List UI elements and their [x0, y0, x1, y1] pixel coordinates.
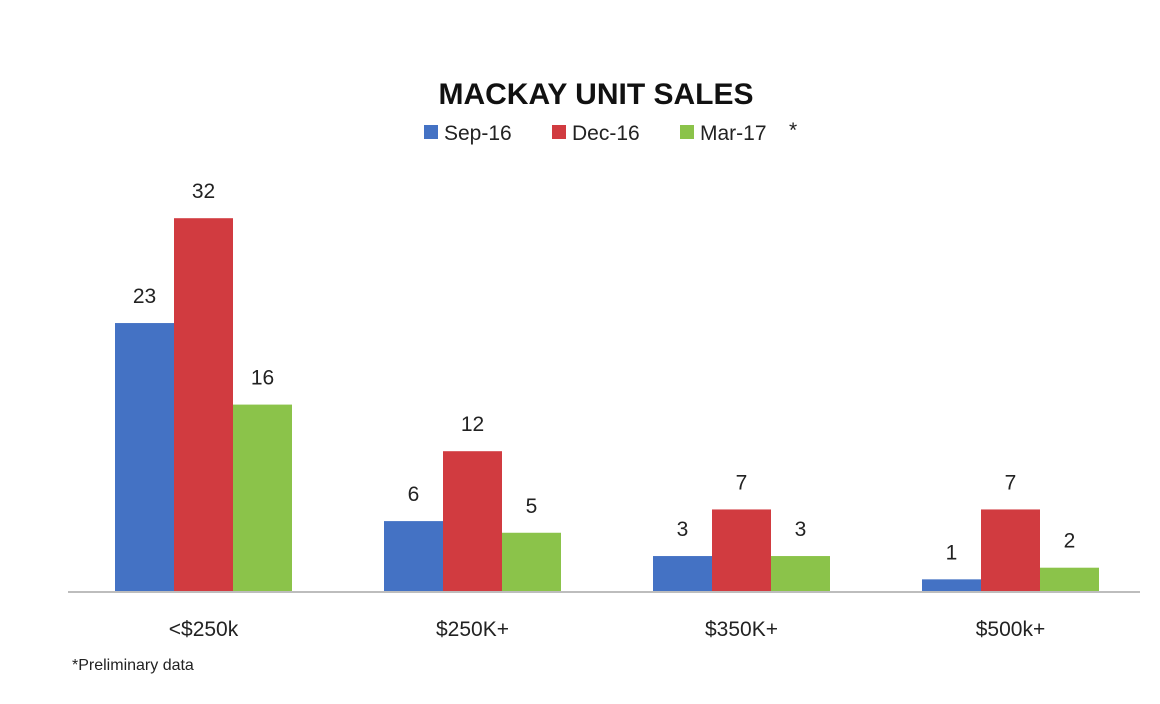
legend-asterisk: *: [789, 119, 797, 142]
data-label: 3: [795, 518, 807, 541]
data-label: 7: [736, 471, 748, 494]
legend-swatch: [424, 125, 438, 139]
bar-dec-16-3: [981, 509, 1040, 591]
data-label: 6: [408, 483, 420, 506]
data-label: 16: [251, 367, 274, 390]
bar-mar-17-1: [502, 532, 561, 591]
data-labels: 23 32 16 6 12 5 3 7 3 1 7 2: [133, 180, 1076, 564]
category-label: $250K+: [436, 618, 509, 641]
category-label: $500k+: [976, 618, 1045, 641]
bar-mar-17-3: [1040, 567, 1099, 591]
data-label: 5: [526, 495, 538, 518]
x-axis-tick-labels: <$250k $250K+ $350K+ $500k+: [169, 618, 1045, 641]
bar-dec-16-2: [712, 509, 771, 591]
category-label: <$250k: [169, 618, 239, 641]
data-label: 12: [461, 413, 484, 436]
footnote: *Preliminary data: [72, 657, 194, 674]
legend-swatch: [552, 125, 566, 139]
bar-sep-16-0: [115, 323, 174, 591]
bar-sep-16-3: [922, 579, 981, 591]
data-label: 1: [946, 541, 958, 564]
data-label: 7: [1005, 471, 1017, 494]
legend-label: Dec-16: [572, 122, 640, 145]
data-label: 3: [677, 518, 689, 541]
data-label: 23: [133, 285, 156, 308]
bar-sep-16-1: [384, 521, 443, 591]
legend: Sep-16 Dec-16 Mar-17 *: [424, 119, 797, 145]
bar-mar-17-2: [771, 556, 830, 591]
chart-title: MACKAY UNIT SALES: [438, 78, 753, 111]
bar-dec-16-0: [174, 218, 233, 591]
category-label: $350K+: [705, 618, 778, 641]
data-label: 2: [1064, 530, 1076, 553]
bar-mar-17-0: [233, 404, 292, 591]
bars: [115, 218, 1099, 591]
legend-swatch: [680, 125, 694, 139]
legend-label: Mar-17: [700, 122, 767, 145]
legend-label: Sep-16: [444, 122, 512, 145]
bar-dec-16-1: [443, 451, 502, 591]
bar-sep-16-2: [653, 556, 712, 591]
data-label: 32: [192, 180, 215, 203]
